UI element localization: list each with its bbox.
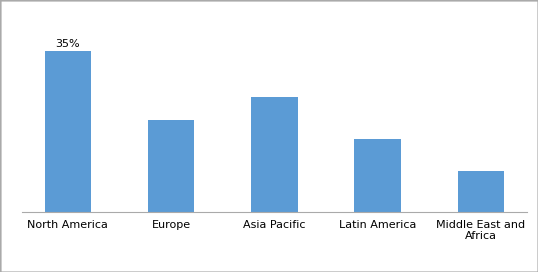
Bar xyxy=(148,120,194,212)
Bar xyxy=(458,171,504,212)
Bar xyxy=(355,139,401,212)
Bar xyxy=(251,97,298,212)
Bar xyxy=(45,51,91,212)
Text: 35%: 35% xyxy=(55,39,80,50)
